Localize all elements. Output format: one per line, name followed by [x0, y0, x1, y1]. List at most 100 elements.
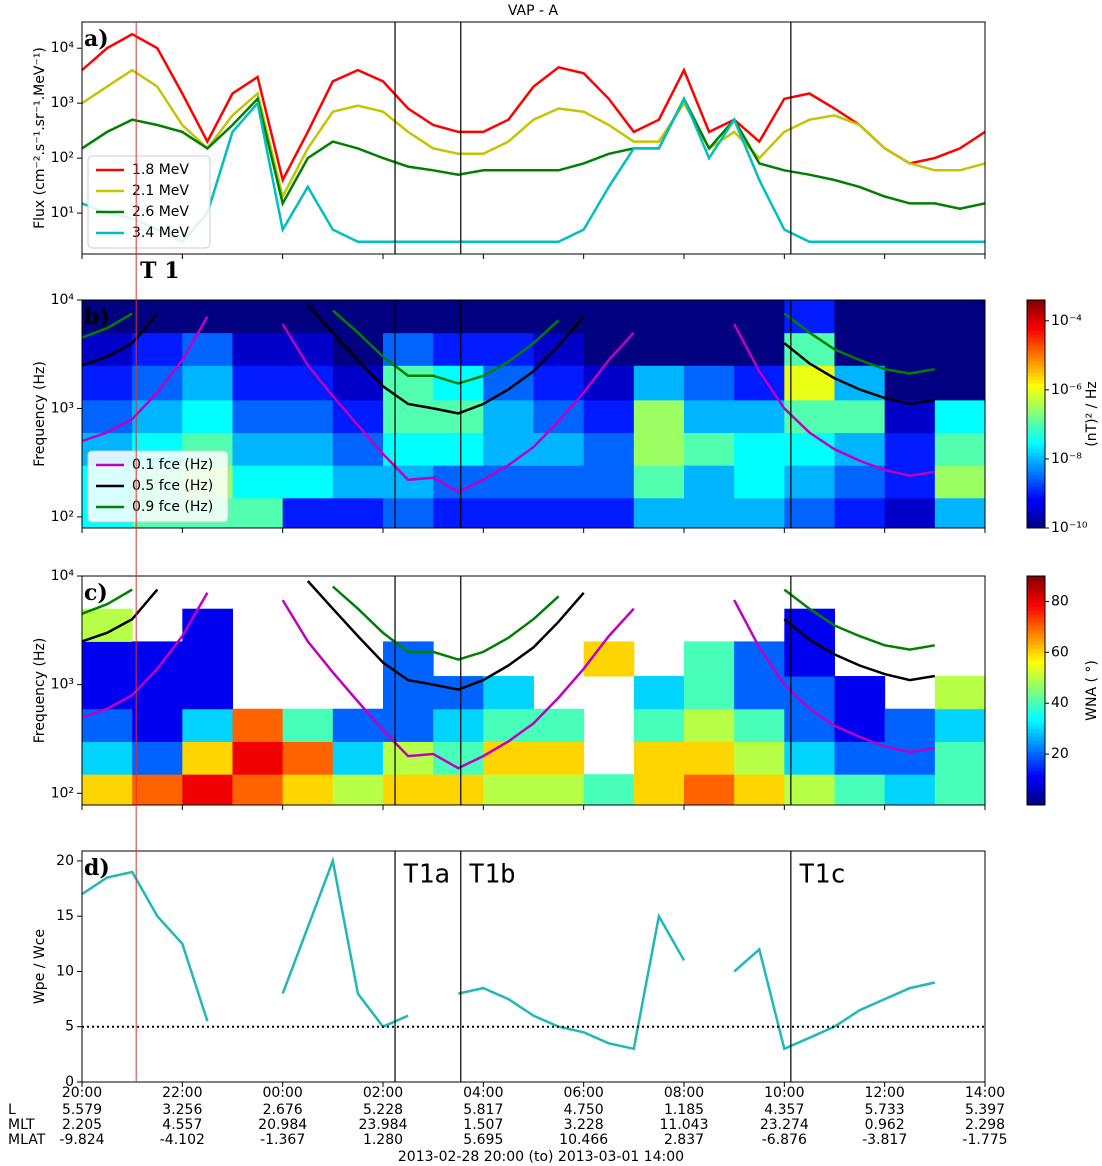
heatmap-cell	[834, 676, 886, 710]
colorbar-step	[1027, 759, 1045, 764]
heatmap-cell	[633, 497, 685, 528]
y-tick-label: 10	[56, 963, 74, 979]
colorbar-step	[1027, 414, 1045, 419]
heatmap-cell	[383, 741, 434, 775]
colorbar-step	[1027, 644, 1045, 650]
heatmap-cell	[82, 608, 133, 642]
heatmap-cell	[332, 465, 384, 499]
heatmap-cell	[483, 774, 534, 805]
x-tick-label: 14:00	[965, 1085, 1005, 1101]
heatmap-cell	[734, 676, 785, 710]
series-line	[82, 304, 936, 415]
heatmap-cell	[784, 300, 835, 334]
colorbar-step	[1027, 341, 1045, 347]
heatmap-cell	[784, 774, 835, 805]
colorbar-step	[1027, 782, 1045, 787]
heatmap-cell	[483, 465, 534, 499]
heatmap-cell	[934, 708, 985, 742]
heatmap-cell	[383, 332, 434, 366]
colorbar-tick-label: 10⁻¹⁰	[1051, 520, 1088, 536]
colorbar-step	[1027, 763, 1045, 768]
heatmap-cell	[734, 497, 785, 528]
y-axis-label: Frequency (Hz)	[32, 638, 48, 744]
heatmap-cell	[934, 497, 985, 528]
colorbar-step	[1027, 713, 1045, 718]
series-line	[82, 95, 985, 244]
colorbar-step	[1027, 778, 1045, 783]
heatmap-cell	[483, 399, 534, 434]
ephemeris-value: 11.043	[660, 1117, 709, 1133]
colorbar-step	[1027, 490, 1045, 495]
heatmap-cell	[483, 676, 534, 710]
heatmap-cell	[934, 432, 985, 466]
series-line	[82, 96, 985, 210]
panel-label: b)	[84, 304, 110, 330]
colorbar-step	[1027, 766, 1045, 772]
colorbar-step	[1027, 311, 1045, 316]
x-tick-label: 08:00	[664, 1085, 704, 1101]
heatmap-cell	[884, 465, 936, 499]
heatmap-cell	[533, 300, 585, 334]
colorbar-step	[1027, 516, 1045, 521]
x-tick-label: 04:00	[463, 1085, 503, 1101]
colorbar-step	[1027, 740, 1045, 745]
heatmap-cell	[383, 365, 434, 401]
y-tick-label: 5	[65, 1019, 74, 1035]
heatmap-cell	[232, 774, 284, 805]
colorbar-step	[1027, 751, 1045, 756]
colorbar-step	[1027, 364, 1045, 369]
colorbar-step	[1027, 701, 1045, 707]
colorbar-step	[1027, 667, 1045, 672]
x-tick-label: 02:00	[363, 1085, 403, 1101]
colorbar-step	[1027, 709, 1045, 714]
heatmap-cell	[383, 774, 434, 805]
heatmap-cell	[282, 774, 334, 805]
colorbar-step	[1027, 360, 1045, 366]
heatmap-cell	[82, 641, 133, 677]
colorbar-label: (nT)² / Hz	[1084, 381, 1100, 446]
heatmap-cell	[934, 365, 985, 401]
series-line	[82, 316, 935, 494]
heatmap-cell	[533, 399, 585, 434]
panel-label: c)	[84, 580, 108, 606]
colorbar-step	[1027, 785, 1045, 791]
heatmap-cell	[232, 432, 284, 466]
ephemeris-value: 4.750	[564, 1102, 604, 1118]
colorbar-step	[1027, 433, 1045, 438]
panel-label: a)	[84, 26, 109, 52]
plot-area	[82, 32, 985, 244]
colorbar-step	[1027, 755, 1045, 760]
colorbar-step	[1027, 459, 1045, 464]
colorbar-frame	[1026, 299, 1046, 529]
y-tick-label: 10²	[51, 150, 74, 166]
heatmap-cell	[132, 399, 183, 434]
heatmap-cell	[784, 497, 835, 528]
heatmap-cell	[884, 497, 936, 528]
colorbar-step	[1027, 482, 1045, 487]
heatmap-cell	[734, 432, 785, 466]
ephemeris-value: 5.579	[62, 1102, 102, 1118]
heatmap-cell	[884, 300, 936, 334]
ephemeris-value: 1.185	[664, 1102, 704, 1118]
heatmap-cell	[533, 708, 585, 742]
heatmap-cell	[433, 399, 484, 434]
colorbar-step	[1027, 383, 1045, 388]
ephemeris-value: -6.876	[762, 1132, 807, 1148]
heatmap-cell	[734, 774, 785, 805]
colorbar-step	[1027, 606, 1045, 611]
y-tick-label: 10²	[51, 509, 74, 525]
axes-frame	[81, 299, 986, 529]
colorbar-step	[1027, 797, 1045, 802]
plot-area	[82, 856, 936, 1051]
heatmap-cell	[182, 300, 233, 334]
ephemeris-value: 4.357	[764, 1102, 804, 1118]
colorbar-step	[1027, 587, 1045, 592]
ephemeris-value: -1.367	[260, 1132, 305, 1148]
heatmap-cell	[583, 300, 635, 334]
colorbar-step	[1027, 637, 1045, 642]
colorbar-step	[1027, 421, 1045, 426]
colorbar-step	[1027, 663, 1045, 669]
colorbar-step	[1027, 686, 1045, 691]
colorbar-step	[1027, 698, 1045, 703]
heatmap-cell	[132, 676, 183, 710]
